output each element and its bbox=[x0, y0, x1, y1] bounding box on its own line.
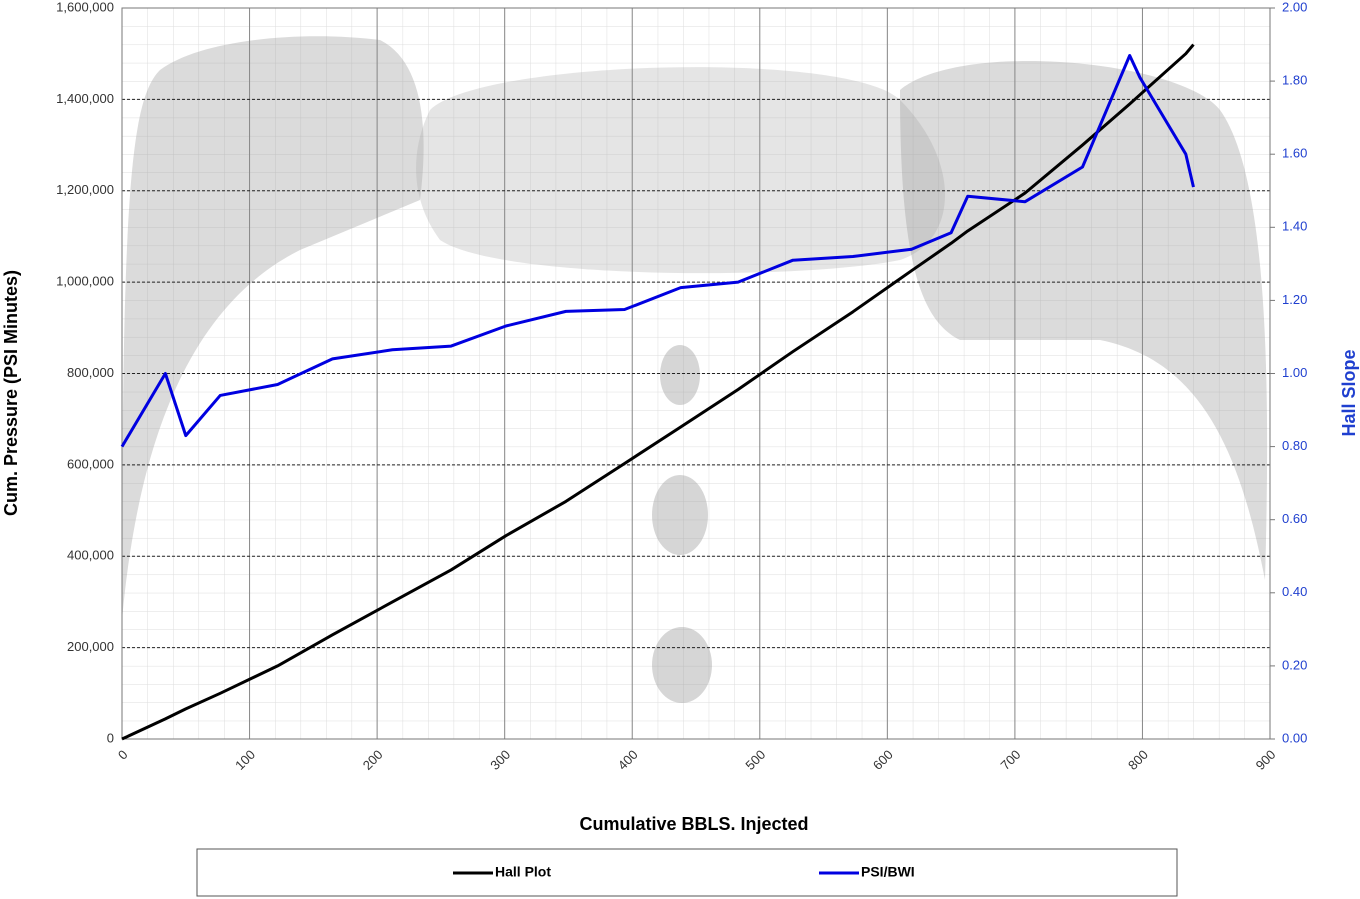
x-tick-label: 700 bbox=[997, 747, 1023, 773]
y2-tick-label: 1.60 bbox=[1282, 146, 1307, 161]
y-tick-label: 1,200,000 bbox=[56, 182, 114, 197]
y-tick-label: 600,000 bbox=[67, 456, 114, 471]
y2-tick-label: 1.00 bbox=[1282, 365, 1307, 380]
y-axis-title: Cum. Pressure (PSI Minutes) bbox=[1, 270, 21, 516]
x-tick-label: 0 bbox=[115, 747, 131, 763]
y-tick-label: 400,000 bbox=[67, 548, 114, 563]
y-tick-label: 1,400,000 bbox=[56, 91, 114, 106]
x-axis-title: Cumulative BBLS. Injected bbox=[579, 814, 808, 834]
y2-tick-label: 0.20 bbox=[1282, 657, 1307, 672]
legend bbox=[197, 849, 1177, 896]
y2-tick-label: 0.40 bbox=[1282, 584, 1307, 599]
x-tick-label: 800 bbox=[1125, 747, 1151, 773]
y-tick-label: 1,600,000 bbox=[56, 0, 114, 14]
x-tick-label: 100 bbox=[232, 747, 258, 773]
y2-tick-label: 1.80 bbox=[1282, 73, 1307, 88]
x-tick-label: 400 bbox=[615, 747, 641, 773]
y2-tick-label: 0.80 bbox=[1282, 438, 1307, 453]
x-tick-label: 500 bbox=[742, 747, 768, 773]
x-tick-label: 900 bbox=[1253, 747, 1279, 773]
x-tick-label: 300 bbox=[487, 747, 513, 773]
x-tick-label: 200 bbox=[360, 747, 386, 773]
y2-tick-label: 0.60 bbox=[1282, 511, 1307, 526]
y-tick-label: 1,000,000 bbox=[56, 274, 114, 289]
y-tick-label: 200,000 bbox=[67, 639, 114, 654]
legend-label: PSI/BWI bbox=[861, 864, 915, 880]
y2-axis-title: Hall Slope bbox=[1339, 349, 1359, 436]
y2-tick-label: 1.20 bbox=[1282, 292, 1307, 307]
y-tick-label: 0 bbox=[107, 730, 114, 745]
y-tick-label: 800,000 bbox=[67, 365, 114, 380]
y2-tick-label: 2.00 bbox=[1282, 0, 1307, 14]
chart: Cumulative BBLS. Injected Cum. Pressure … bbox=[0, 0, 1360, 899]
y2-tick-label: 1.40 bbox=[1282, 219, 1307, 234]
legend-label: Hall Plot bbox=[495, 864, 551, 880]
y2-tick-label: 0.00 bbox=[1282, 730, 1307, 745]
x-tick-label: 600 bbox=[870, 747, 896, 773]
